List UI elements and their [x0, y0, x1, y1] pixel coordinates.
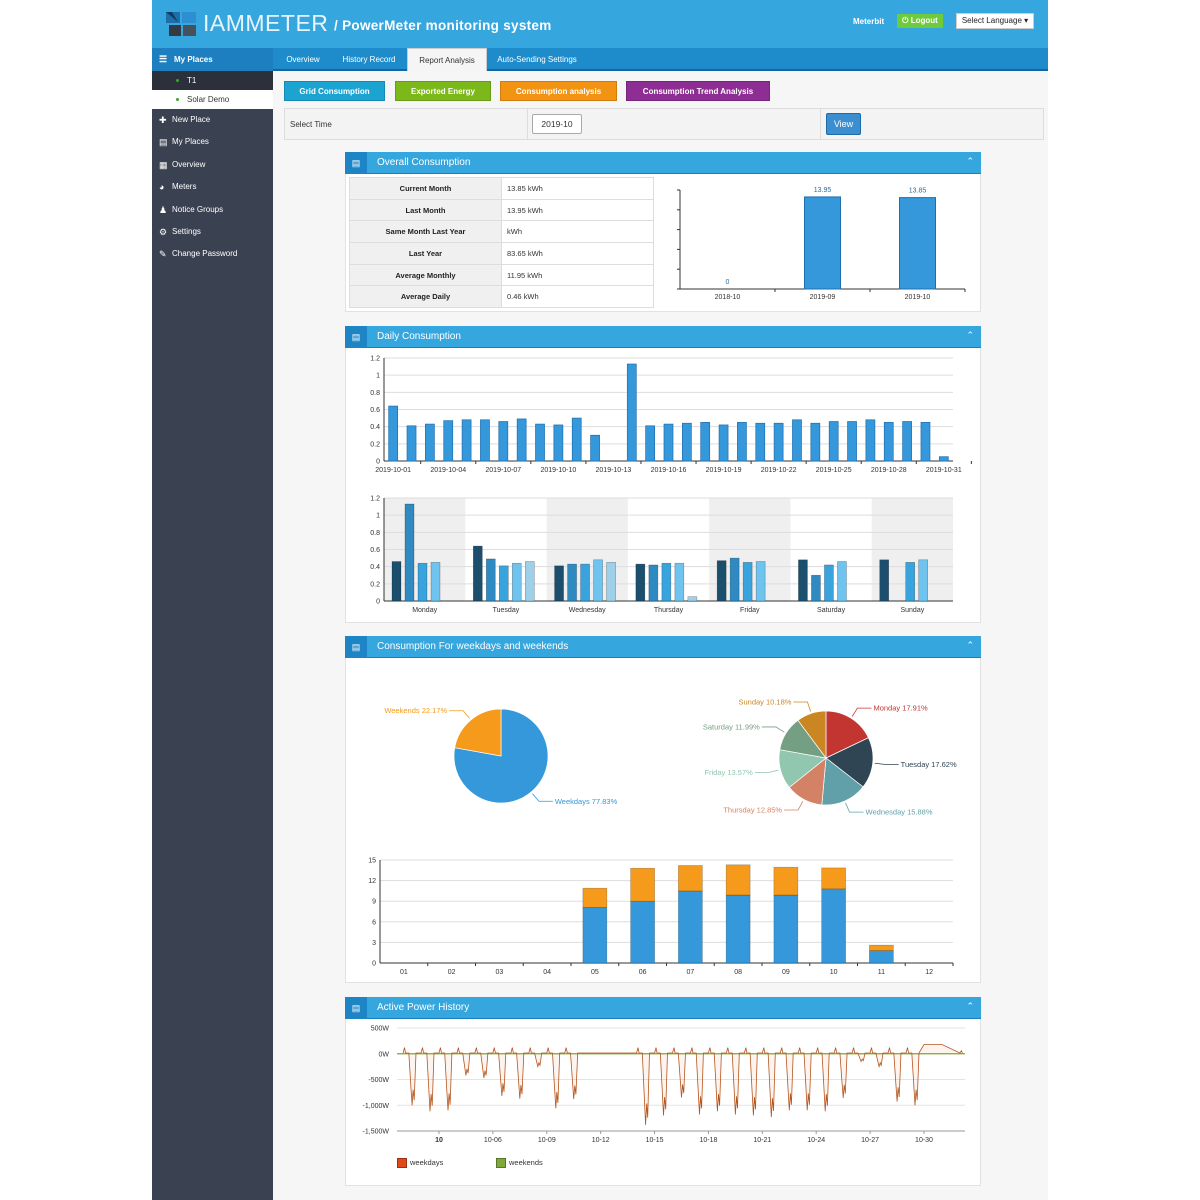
- legend-label: weekdays: [410, 1158, 444, 1167]
- sidebar-item-label: Meters: [172, 182, 197, 191]
- panel-title: Daily Consumption: [377, 331, 461, 342]
- logout-button[interactable]: ⏻ Logout: [897, 14, 943, 28]
- panel-header: ▤ Overall Consumption ⌃: [345, 152, 981, 174]
- collapse-chevron-icon[interactable]: ⌃: [966, 156, 974, 166]
- sidebar-item-overview[interactable]: ▦ Overview: [152, 155, 273, 175]
- legend-label: weekends: [509, 1158, 543, 1167]
- tab-history-record[interactable]: History Record: [342, 55, 396, 64]
- collapse-chevron-icon[interactable]: ⌃: [966, 1001, 974, 1011]
- sidebar-place-t1[interactable]: T1: [152, 71, 273, 90]
- row-value: 0.46 kWh: [501, 285, 654, 309]
- legend-swatch-icon: [397, 1158, 407, 1169]
- sidebar: [152, 48, 273, 1200]
- legend-item-meter-c[interactable]: weekends: [496, 1158, 543, 1169]
- panel-title: Active Power History: [377, 1002, 470, 1013]
- panel-title: Overall Consumption: [377, 157, 471, 168]
- sidebar-item-label: Overview: [172, 160, 206, 169]
- sidebar-my-places-header[interactable]: ☰ My Places: [152, 48, 273, 71]
- sidebar-item-label: New Place: [172, 115, 211, 124]
- row-value: kWh: [501, 220, 654, 244]
- row-value: 11.95 kWh: [501, 263, 654, 287]
- panel-icon: ▤: [345, 636, 367, 658]
- tab-overview[interactable]: Overview: [286, 55, 320, 64]
- panel-header: ▤ Daily Consumption ⌃: [345, 326, 981, 348]
- table-row: Last Month 13.95 kWh: [349, 198, 654, 222]
- sidebar-item-new-place[interactable]: ✚ New Place: [152, 110, 273, 130]
- sidebar-header-label: My Places: [174, 55, 213, 64]
- tab-auto-sending-settings[interactable]: Auto-Sending Settings: [497, 55, 577, 64]
- consumption-analysis-button[interactable]: Consumption analysis: [500, 81, 617, 101]
- row-value: 13.95 kWh: [501, 198, 654, 222]
- row-label: Average Daily: [349, 285, 502, 309]
- panel-icon: ▤: [345, 326, 367, 348]
- sidebar-item-my-places[interactable]: ▤ My Places: [152, 132, 273, 152]
- consumption-trend-analysis-button[interactable]: Consumption Trend Analysis: [626, 81, 770, 101]
- panel-header: ▤ Active Power History ⌃: [345, 997, 981, 1019]
- row-value: 13.85 kWh: [501, 177, 654, 200]
- row-label: Current Month: [349, 177, 502, 200]
- sidebar-item-label: My Places: [172, 137, 209, 146]
- month-input[interactable]: 2019-10: [532, 114, 582, 134]
- row-label: Last Month: [349, 198, 502, 222]
- places-icon: ▤: [159, 137, 168, 147]
- panel-header: ▤ Consumption For weekdays and weekends ⌃: [345, 636, 981, 658]
- edit-icon: ✎: [159, 249, 167, 259]
- list-icon: ☰: [159, 54, 168, 64]
- time-filter-row: [284, 108, 1044, 140]
- exported-energy-button[interactable]: Exported Energy: [395, 81, 491, 101]
- select-time-label: Select Time: [290, 120, 332, 129]
- user-name-link[interactable]: Meterbit: [853, 17, 885, 26]
- divider: [820, 108, 821, 140]
- status-dot-icon: [176, 79, 179, 83]
- table-row: Same Month Last Year kWh: [349, 220, 654, 244]
- legend-item-meter-b[interactable]: weekdays: [397, 1158, 444, 1169]
- sidebar-item-meters[interactable]: ◕ Meters: [152, 177, 273, 197]
- language-select[interactable]: Select Language ▾: [956, 13, 1034, 29]
- table-row: Current Month 13.85 kWh: [349, 177, 654, 200]
- daily-consumption-panel: [345, 326, 981, 623]
- grid-icon: ▦: [159, 160, 168, 170]
- sidebar-item-label: Change Password: [172, 249, 238, 258]
- row-label: Same Month Last Year: [349, 220, 502, 244]
- row-label: Average Monthly: [349, 263, 502, 287]
- place-label: T1: [187, 76, 197, 85]
- sidebar-item-label: Notice Groups: [172, 205, 224, 214]
- logo-icon: [166, 12, 196, 36]
- app-subtitle: / PowerMeter monitoring system: [334, 18, 552, 33]
- table-row: Average Monthly 11.95 kWh: [349, 263, 654, 287]
- view-button[interactable]: View: [826, 113, 861, 135]
- overall-table: Current Month 13.85 kWh Last Month 13.95 k…: [349, 177, 654, 309]
- sidebar-place-solar-demo[interactable]: Solar Demo: [152, 90, 273, 109]
- logo-text: IAMMETER: [203, 10, 329, 36]
- sidebar-item-notice-groups[interactable]: ♟ Notice Groups: [152, 200, 273, 220]
- user-icon: ♟: [159, 205, 168, 215]
- row-value: 83.65 kWh: [501, 242, 654, 265]
- sidebar-item-settings[interactable]: ⚙ Settings: [152, 222, 273, 242]
- panel-icon: ▤: [345, 152, 367, 174]
- status-dot-icon: [176, 98, 179, 102]
- tab-report-analysis[interactable]: Report Analysis: [407, 48, 487, 72]
- table-row: Average Daily 0.46 kWh: [349, 285, 654, 309]
- divider: [527, 108, 528, 140]
- plus-icon: ✚: [159, 115, 167, 125]
- panel-title: Consumption For weekdays and weekends: [377, 641, 569, 652]
- collapse-chevron-icon[interactable]: ⌃: [966, 330, 974, 340]
- row-label: Last Year: [349, 242, 502, 265]
- weekdays-weekends-panel: [345, 636, 981, 983]
- place-label: Solar Demo: [187, 95, 230, 104]
- sidebar-item-label: Settings: [172, 227, 201, 236]
- gear-icon: ⚙: [159, 227, 168, 237]
- sidebar-item-change-password[interactable]: ✎ Change Password: [152, 244, 273, 264]
- panel-icon: ▤: [345, 997, 367, 1019]
- collapse-chevron-icon[interactable]: ⌃: [966, 640, 974, 650]
- dashboard-icon: ◕: [159, 182, 165, 192]
- table-row: Last Year 83.65 kWh: [349, 242, 654, 265]
- grid-consumption-button[interactable]: Grid Consumption: [284, 81, 385, 101]
- legend-swatch-icon: [496, 1158, 506, 1169]
